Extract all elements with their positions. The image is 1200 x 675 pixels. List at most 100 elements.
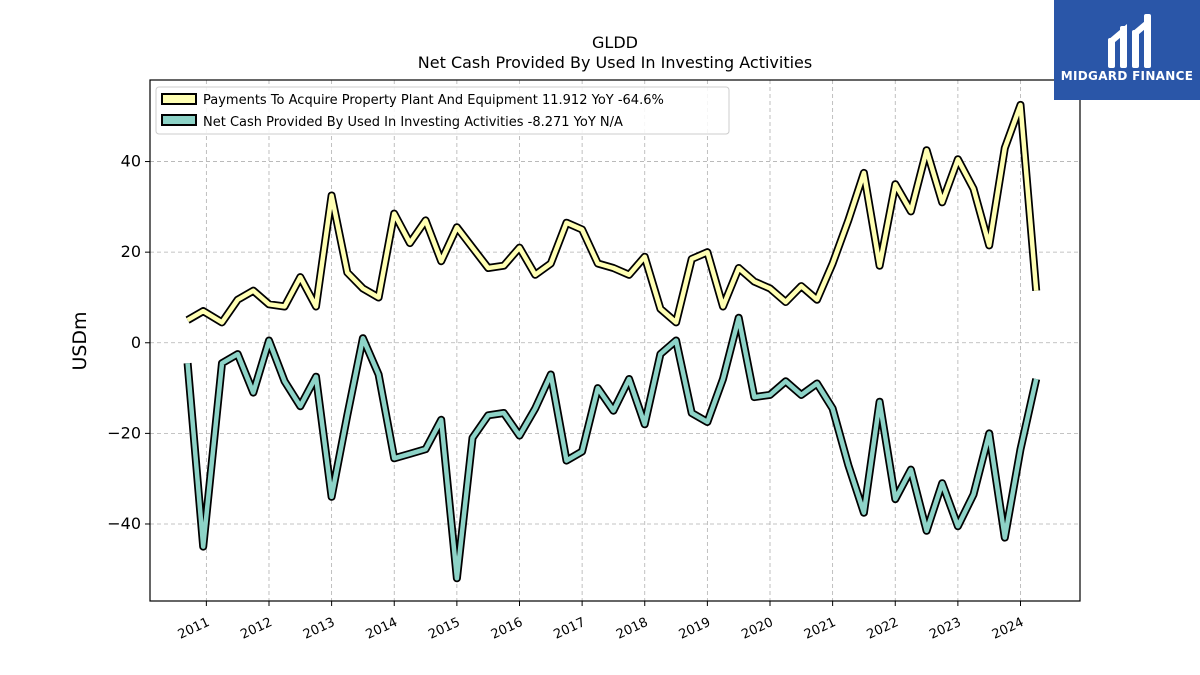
series-1-point [315,376,316,377]
series-1-point [942,483,943,484]
series-1-point [378,374,379,375]
series-0-point [832,263,833,264]
series-0-point [221,322,222,323]
series-1-point [425,449,426,450]
series-1-point [203,546,204,547]
series-1-point [1020,449,1021,450]
series-0-point [409,243,410,244]
series-1-point [221,363,222,364]
x-tick-label: 2011 [176,615,212,643]
series-0-point [738,267,739,268]
x-tick-label: 2019 [677,615,713,643]
x-tick-label: 2023 [927,615,963,643]
midgard-m-logo-icon [1108,14,1151,68]
series-1-point [347,415,348,416]
series-0-point [613,267,614,268]
series-1-point [253,392,254,393]
x-tick-label: 2020 [739,615,775,643]
series-1-point [503,412,504,413]
series-1-point [722,378,723,379]
x-tick-label: 2021 [802,615,838,643]
series-0-point [582,229,583,230]
series-0-point [394,213,395,214]
series-0-point [472,247,473,248]
series-1-point [738,317,739,318]
series-1-point [754,397,755,398]
legend-box [155,86,730,135]
series-0-point [973,188,974,189]
series-1-point [519,435,520,436]
series-0-point [362,288,363,289]
series-1-point [300,406,301,407]
series-1-point [582,451,583,452]
series-0-point [863,172,864,173]
series-0-point [722,306,723,307]
series-1-point [535,408,536,409]
legend-swatch-1 [161,114,197,126]
legend: Payments To Acquire Property Plant And E… [155,86,730,135]
series-1-point [268,340,269,341]
series-1-point [394,458,395,459]
series-0-point [691,258,692,259]
series-0-point [503,265,504,266]
x-tick-label: 2018 [614,615,650,643]
series-1-point [691,412,692,413]
series-1-point [973,494,974,495]
series-lines [183,100,1041,583]
series-1-point [910,469,911,470]
series-0-point [300,277,301,278]
series-0-outline [185,100,1041,327]
series-0-point [660,308,661,309]
series-0-point [315,306,316,307]
series-1-point [550,374,551,375]
y-tick-label: −20 [107,423,141,442]
series-0-point [707,252,708,253]
x-tick-label: 2012 [238,615,274,643]
series-1-point [989,433,990,434]
series-1-point [362,338,363,339]
series-1-point [832,408,833,409]
series-0-point [895,184,896,185]
series-0-point [1004,147,1005,148]
series-0-point [237,299,238,300]
series-0-point [989,245,990,246]
series-0-point [597,263,598,264]
legend-swatch-0 [161,93,197,105]
series-0-point [910,211,911,212]
series-0-point [644,256,645,257]
x-tick-label: 2024 [990,615,1026,643]
series-0-point [1036,290,1037,291]
series-1-point [848,465,849,466]
series-1-point [237,354,238,355]
logo-text: MIDGARD FINANCE [1061,69,1193,83]
series-1-point [409,453,410,454]
series-1-line [185,315,1039,581]
series-0-point [785,301,786,302]
series-0-point [284,306,285,307]
grid-lines [150,80,1080,601]
series-0-point [879,265,880,266]
series-1-point [863,512,864,513]
series-1-point [456,578,457,579]
series-1-point [801,394,802,395]
y-axis-label: USDm [69,311,91,370]
series-1-point [644,424,645,425]
series-0-point [535,274,536,275]
series-0-point [550,263,551,264]
x-tick-label: 2016 [489,615,525,643]
series-0-point [347,272,348,273]
series-1-point [769,394,770,395]
series-0-point [331,195,332,196]
series-1-point [1036,378,1037,379]
series-0-point [268,304,269,305]
series-0-point [566,222,567,223]
legend-label-1: Net Cash Provided By Used In Investing A… [203,115,623,130]
legend-label-0: Payments To Acquire Property Plant And E… [203,93,664,108]
series-0-point [456,227,457,228]
series-1-point [676,340,677,341]
series-1-outline [183,313,1041,583]
series-0-point [801,286,802,287]
series-0-point [957,159,958,160]
series-1-point [707,421,708,422]
